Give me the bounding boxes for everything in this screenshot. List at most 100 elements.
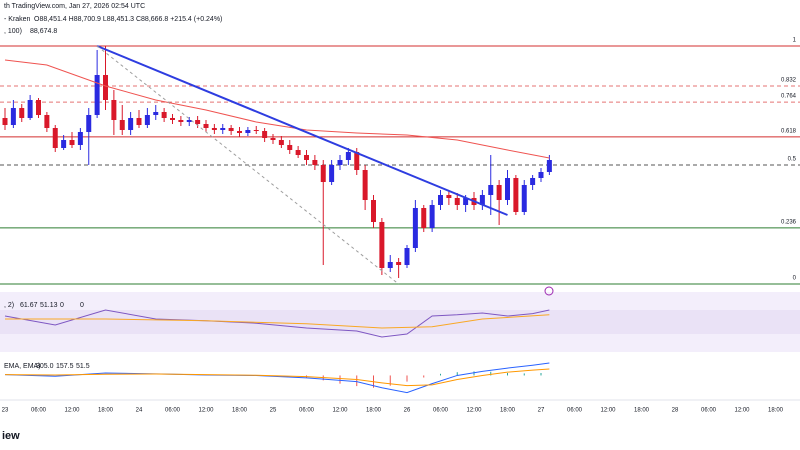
candle-body xyxy=(454,198,460,205)
candle-body xyxy=(44,115,50,128)
candle-body xyxy=(270,138,276,140)
fib-label: 0.764 xyxy=(781,94,797,100)
candle-body xyxy=(362,170,368,200)
x-tick-label: 26 xyxy=(404,408,411,414)
x-tick-label: 18:00 xyxy=(366,408,382,414)
candle-body xyxy=(546,160,552,172)
candle-body xyxy=(10,108,16,125)
candle-body xyxy=(211,128,217,130)
macd-label: EMA, EMA) xyxy=(4,363,41,370)
rsi-value: 51.13 xyxy=(40,302,58,309)
candle-body xyxy=(446,195,452,198)
candle-body xyxy=(153,112,159,115)
ma-label: , 100) xyxy=(4,28,22,35)
rsi-value: 0 xyxy=(60,302,64,309)
x-tick-label: 06:00 xyxy=(433,408,449,414)
macd-histogram xyxy=(389,375,391,386)
rsi-label: , 2) xyxy=(4,302,14,309)
candle-body xyxy=(521,185,527,212)
candle-body xyxy=(396,262,402,265)
x-tick-label: 24 xyxy=(136,408,143,414)
candle-body xyxy=(27,100,33,118)
overlay-line xyxy=(96,45,508,216)
macd-line xyxy=(4,368,550,387)
macd-histogram xyxy=(540,373,542,376)
candle-body xyxy=(203,124,209,128)
macd-value: 157.5 xyxy=(56,363,74,370)
candle-body xyxy=(228,128,234,131)
candle-body xyxy=(262,131,268,138)
candle-body xyxy=(295,150,301,155)
candle-body xyxy=(19,108,25,118)
x-tick-label: 25 xyxy=(270,408,277,414)
overlay-line xyxy=(96,45,399,285)
rsi-value: 61.67 xyxy=(20,302,38,309)
candle-body xyxy=(69,140,75,145)
x-tick-label: 12:00 xyxy=(64,408,80,414)
candle-body xyxy=(320,165,326,182)
x-tick-label: 06:00 xyxy=(31,408,47,414)
header: th TradingView.com, Jan 27, 2026 02:54 U… xyxy=(4,3,145,10)
fib-label: 0.618 xyxy=(781,128,797,134)
alert-icon xyxy=(544,286,554,296)
macd-histogram xyxy=(523,373,525,376)
rsi-line xyxy=(5,314,550,329)
x-tick-label: 27 xyxy=(538,408,545,414)
candle-body xyxy=(86,115,92,132)
candle-body xyxy=(538,172,544,178)
rsi-band xyxy=(0,310,800,334)
candle-body xyxy=(354,152,360,170)
candle-body xyxy=(479,195,485,205)
fib-label: 1 xyxy=(793,38,797,44)
x-tick-label: 23 xyxy=(2,408,9,414)
overlay-line xyxy=(4,59,550,159)
macd-line xyxy=(4,362,550,394)
macd-histogram xyxy=(456,372,458,376)
candle-body xyxy=(412,208,418,248)
candle-body xyxy=(2,118,8,125)
fib-label: 0.236 xyxy=(781,219,797,225)
candle-body xyxy=(530,178,536,185)
x-tick-label: 12:00 xyxy=(734,408,750,414)
candle-body xyxy=(287,145,293,150)
candle-body xyxy=(170,118,175,120)
ohlc-text: O88,451.4 H88,700.9 L88,451.3 C88,666.8 … xyxy=(34,16,222,23)
macd-histogram xyxy=(490,371,492,376)
candle-body xyxy=(119,120,125,130)
x-tick-label: 06:00 xyxy=(701,408,717,414)
x-tick-label: 06:00 xyxy=(165,408,181,414)
candle-body xyxy=(312,160,318,165)
candle-body xyxy=(438,195,443,205)
candle-body xyxy=(371,200,376,222)
candle-body xyxy=(278,140,284,145)
x-tick-label: 18:00 xyxy=(98,408,114,414)
x-tick-label: 12:00 xyxy=(332,408,348,414)
candle-body xyxy=(144,115,150,125)
candle-body xyxy=(136,118,142,125)
candle-body xyxy=(220,128,226,130)
candle-body xyxy=(111,100,117,120)
candle-body xyxy=(404,248,410,265)
x-tick-label: 12:00 xyxy=(198,408,214,414)
candle-body xyxy=(186,120,192,122)
candle-body xyxy=(94,75,100,115)
candle-body xyxy=(429,205,435,228)
candle-body xyxy=(387,262,393,268)
rsi-line xyxy=(4,309,550,338)
candle-body xyxy=(463,198,469,205)
candle-body xyxy=(304,155,309,160)
candle-body xyxy=(421,208,427,228)
rsi-panel xyxy=(0,292,800,352)
x-tick-label: 18:00 xyxy=(768,408,784,414)
footer-logo: iew xyxy=(2,430,20,442)
candle-body xyxy=(488,185,494,195)
candle-body xyxy=(513,178,519,212)
macd-histogram xyxy=(423,375,425,378)
candle-body xyxy=(245,130,251,133)
macd-value: 305.0 xyxy=(36,363,54,370)
macd-histogram xyxy=(339,375,341,384)
candle-body xyxy=(379,222,385,268)
x-tick-label: 18:00 xyxy=(500,408,516,414)
